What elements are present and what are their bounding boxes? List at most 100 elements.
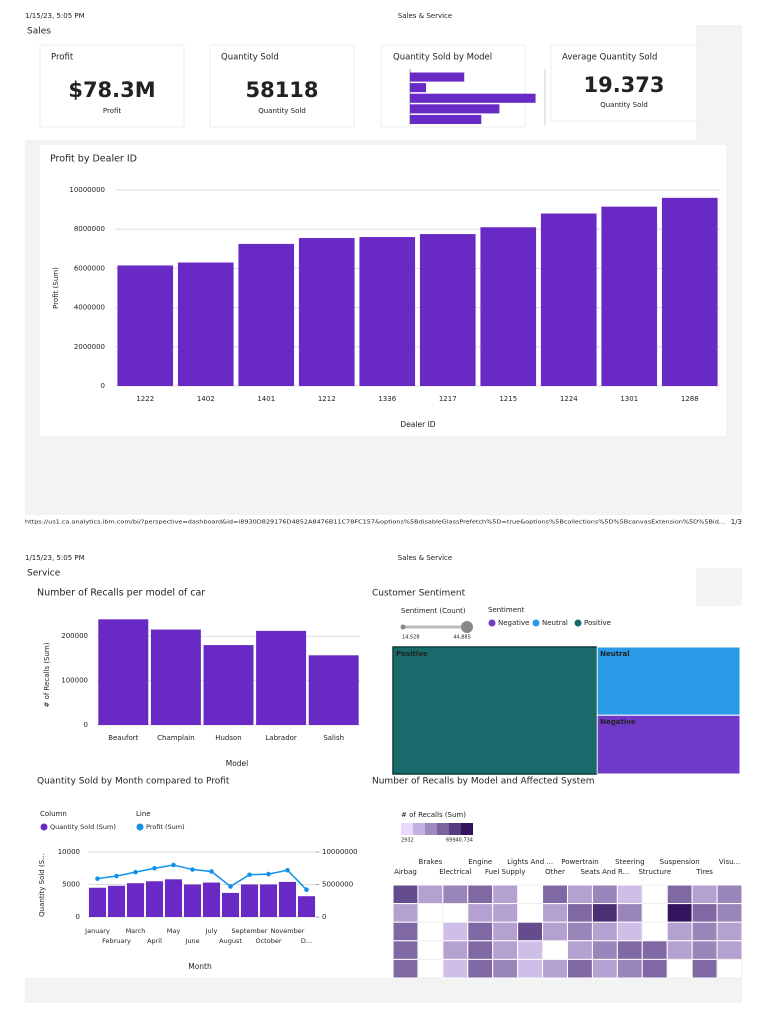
x-tick-label: 1217 [439, 395, 457, 403]
heatmap-cell [567, 940, 593, 960]
x-tick-label: Other [545, 868, 565, 876]
x-tick-label: May [167, 927, 181, 935]
bar [98, 619, 149, 725]
y-tick-label: 10000000 [69, 186, 105, 194]
chart-title: Number of Recalls per model of car [37, 588, 205, 599]
x-tick-label: Brakes [419, 858, 443, 866]
heatmap-cell [691, 884, 718, 905]
heatmap-cell [392, 940, 419, 960]
heatmap-cell [716, 921, 743, 942]
treemap-tile [596, 714, 741, 775]
legend-title: Sentiment (Count) [401, 607, 466, 615]
heatmap-cell [542, 958, 568, 979]
x-tick-label: D... [301, 937, 312, 945]
empty-cell [641, 903, 668, 923]
y-tick-label: 0 [84, 721, 88, 729]
x-tick-label: Salish [323, 734, 344, 742]
x-tick-label: 1301 [620, 395, 638, 403]
kpi-title: Quantity Sold [221, 53, 279, 63]
legend-gradient [437, 823, 449, 835]
heatmap-cell [567, 921, 593, 942]
heatmap-cell [616, 903, 643, 923]
heatmap-cell [442, 958, 469, 979]
line-point [247, 872, 252, 878]
heatmap-cell [467, 940, 494, 960]
kpi-card [39, 44, 185, 128]
line-point [190, 867, 195, 872]
line-point [171, 862, 176, 868]
heatmap-cell [467, 921, 494, 942]
empty-cell [542, 940, 568, 960]
x-tick-label: Beaufort [108, 734, 138, 742]
x-axis-label: Model [226, 759, 249, 768]
heatmap-cell [716, 940, 743, 960]
kpi-value: 58118 [245, 78, 318, 102]
x-tick-label: Engine [468, 858, 492, 866]
y-axis-label: Profit (Sum) [52, 267, 60, 309]
heatmap-cell [392, 884, 419, 905]
bar [238, 243, 295, 386]
x-tick-label: Visu... [719, 858, 740, 866]
y-tick-label: 2000000 [74, 343, 105, 351]
x-tick-label: September [232, 927, 268, 935]
heatmap-cell [691, 903, 718, 923]
legend-label: Positive [584, 619, 611, 627]
treemap-label: Negative [600, 718, 636, 726]
x-tick-label: October [255, 937, 281, 945]
empty-cell [666, 958, 693, 979]
y-axis-label: # of Recalls (Sum) [43, 642, 51, 707]
bar [410, 72, 465, 82]
bar [410, 114, 482, 124]
x-tick-label: Hudson [215, 734, 242, 742]
x-tick-label: August [219, 937, 242, 945]
heatmap-cell [392, 921, 419, 942]
line-point [285, 867, 290, 873]
y-axis-label: Quantity Sold (S... [38, 853, 46, 917]
bar [240, 884, 259, 917]
heatmap-cell [467, 884, 494, 905]
kpi-label: Profit [103, 107, 122, 115]
heatmap-cell [691, 921, 718, 942]
legend-swatch [574, 619, 582, 627]
legend-max: 69940.734 [446, 838, 473, 844]
x-tick-label: January [84, 927, 110, 935]
heatmap-cell [492, 958, 519, 979]
y-tick-label: 6000000 [74, 264, 105, 272]
x-tick-label: Tires [695, 868, 713, 876]
y2-tick-label: 5000000 [322, 881, 353, 889]
panel-background [25, 978, 742, 1003]
line-point [95, 876, 100, 881]
heatmap-cell [567, 884, 593, 905]
line-point [114, 873, 119, 879]
heatmap-cell [442, 921, 469, 942]
bar [88, 887, 107, 917]
heatmap-cell [542, 884, 568, 905]
x-tick-label: 1215 [499, 395, 517, 403]
heatmap-cell [392, 958, 419, 979]
heatmap-cell [517, 958, 544, 979]
bar [419, 234, 476, 386]
line-point [152, 865, 157, 871]
print-date: 1/15/23, 5:05 PM [25, 12, 85, 20]
heatmap-cell [616, 884, 643, 905]
x-tick-label: Airbag [394, 868, 417, 876]
heatmap-cell [542, 921, 568, 942]
legend-swatch [136, 823, 144, 831]
x-tick-label: Steering [615, 858, 645, 866]
heatmap-cell [666, 921, 693, 942]
y-tick-label: 0 [101, 382, 105, 390]
kpi-label: Quantity Sold [600, 101, 648, 109]
y2-tick-label: 10000000 [322, 848, 358, 856]
x-tick-label: February [102, 937, 131, 945]
print-title: Sales & Service [398, 12, 452, 20]
x-tick-label: July [205, 927, 218, 935]
heatmap-cell [591, 958, 618, 979]
bar [164, 879, 183, 917]
x-tick-label: Fuel Supply [485, 868, 525, 876]
legend-gradient [461, 823, 473, 835]
legend-label: Negative [498, 619, 529, 627]
bar [278, 881, 297, 917]
x-tick-label: Powertrain [561, 858, 598, 866]
heatmap-cell [392, 903, 419, 923]
heatmap-cell [567, 903, 593, 923]
